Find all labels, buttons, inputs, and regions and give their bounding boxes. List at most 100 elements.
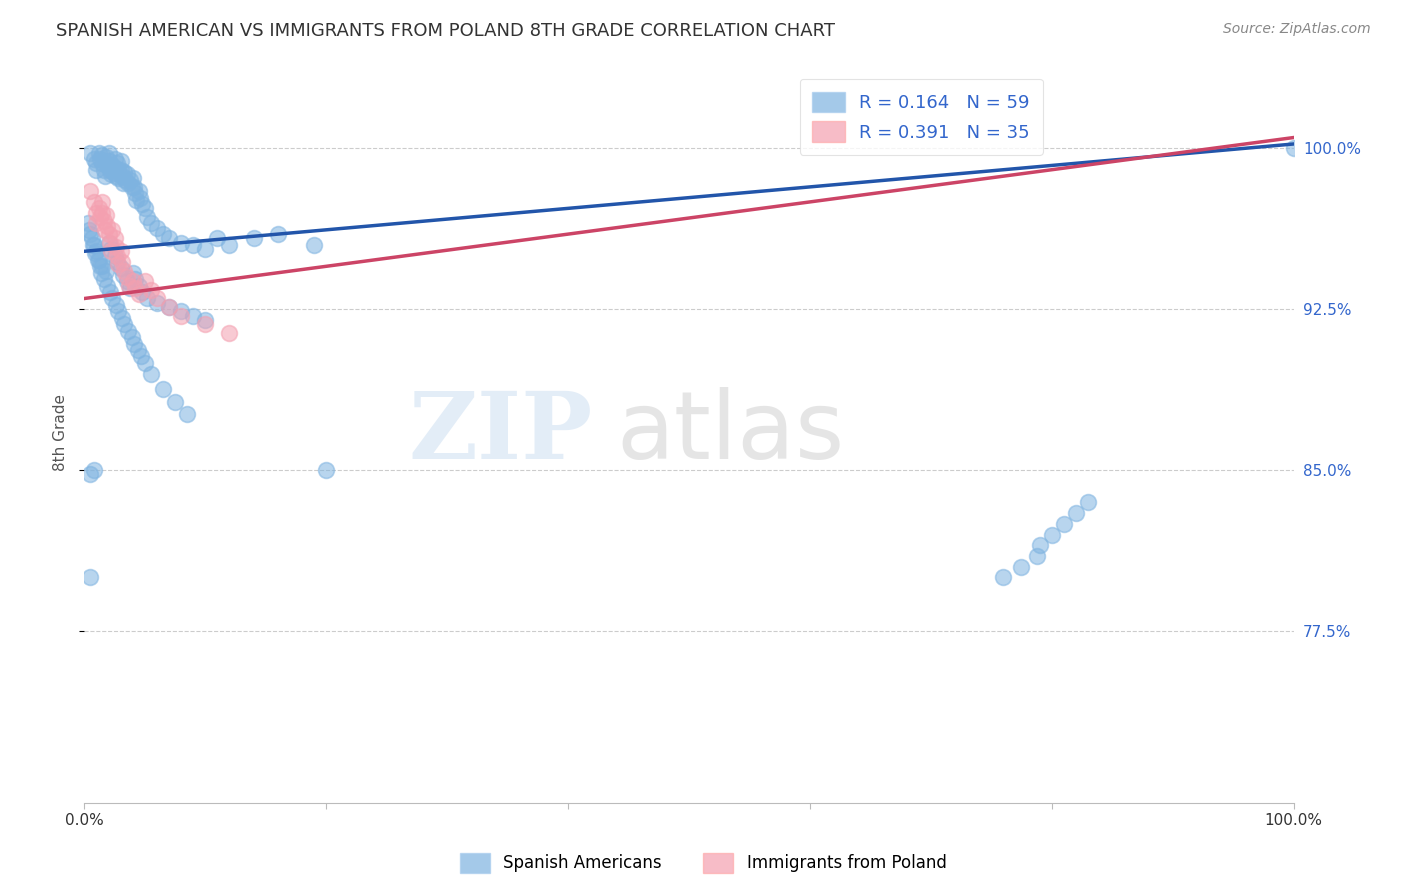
Point — [83, 194, 105, 209]
Point — [104, 249, 127, 263]
Point — [112, 268, 135, 282]
Point — [114, 173, 136, 187]
Text: atlas: atlas — [616, 386, 845, 479]
Point — [1026, 549, 1049, 563]
Point — [128, 278, 150, 293]
Point — [112, 176, 135, 190]
Point — [97, 227, 120, 241]
Point — [122, 180, 145, 194]
Point — [107, 171, 129, 186]
Point — [117, 176, 139, 190]
Point — [170, 235, 193, 250]
Point — [124, 281, 146, 295]
Point — [128, 287, 150, 301]
Point — [101, 158, 124, 172]
Point — [134, 202, 156, 216]
Point — [96, 278, 118, 293]
Point — [112, 318, 135, 332]
Point — [129, 191, 152, 205]
Point — [94, 223, 117, 237]
Point — [157, 231, 180, 245]
Point — [105, 249, 128, 263]
Point — [115, 167, 138, 181]
Point — [1282, 141, 1305, 155]
Point — [993, 570, 1015, 584]
Point — [103, 165, 125, 179]
Point — [1053, 516, 1076, 531]
Point — [87, 145, 110, 160]
Point — [94, 150, 117, 164]
Legend: R = 0.164   N = 59, R = 0.391   N = 35: R = 0.164 N = 59, R = 0.391 N = 35 — [800, 78, 1043, 155]
Point — [136, 210, 159, 224]
Point — [176, 408, 198, 422]
Point — [146, 292, 169, 306]
Point — [97, 145, 120, 160]
Point — [194, 318, 217, 332]
Point — [129, 350, 152, 364]
Point — [101, 223, 124, 237]
Point — [157, 300, 180, 314]
Point — [91, 156, 114, 170]
Point — [157, 300, 180, 314]
Point — [218, 326, 240, 340]
Point — [110, 261, 132, 276]
Point — [115, 274, 138, 288]
Point — [124, 186, 146, 201]
Point — [146, 295, 169, 310]
Point — [181, 237, 204, 252]
Point — [93, 214, 115, 228]
Point — [79, 184, 101, 198]
Point — [111, 310, 134, 325]
Point — [181, 309, 204, 323]
Point — [86, 205, 108, 219]
Point — [105, 156, 128, 170]
Point — [87, 252, 110, 267]
Point — [94, 263, 117, 277]
Point — [121, 171, 143, 186]
Text: SPANISH AMERICAN VS IMMIGRANTS FROM POLAND 8TH GRADE CORRELATION CHART: SPANISH AMERICAN VS IMMIGRANTS FROM POLA… — [56, 22, 835, 40]
Text: ZIP: ZIP — [408, 388, 592, 477]
Point — [124, 272, 146, 286]
Point — [79, 467, 101, 482]
Point — [118, 278, 141, 293]
Point — [1028, 538, 1050, 552]
Point — [121, 266, 143, 280]
Point — [89, 260, 111, 274]
Point — [97, 154, 120, 169]
Point — [1040, 527, 1063, 541]
Point — [93, 272, 115, 286]
Point — [77, 223, 100, 237]
Point — [111, 255, 134, 269]
Point — [152, 227, 174, 241]
Point — [79, 227, 101, 241]
Point — [107, 162, 129, 177]
Point — [98, 162, 121, 177]
Point — [107, 257, 129, 271]
Point — [104, 240, 127, 254]
Point — [86, 162, 108, 177]
Point — [194, 242, 217, 256]
Point — [100, 167, 122, 181]
Point — [93, 162, 115, 177]
Point — [84, 246, 107, 260]
Point — [125, 193, 148, 207]
Point — [100, 244, 122, 259]
Point — [110, 154, 132, 169]
Point — [89, 152, 111, 166]
Point — [104, 169, 127, 184]
Point — [120, 173, 142, 187]
Point — [139, 283, 162, 297]
Point — [111, 169, 134, 184]
Point — [97, 235, 120, 250]
Point — [90, 266, 112, 280]
Point — [83, 463, 105, 477]
Point — [1077, 495, 1099, 509]
Point — [87, 202, 110, 216]
Point — [139, 367, 162, 381]
Point — [104, 298, 127, 312]
Point — [100, 242, 122, 256]
Point — [80, 231, 103, 245]
Point — [121, 180, 143, 194]
Point — [77, 216, 100, 230]
Point — [131, 285, 153, 299]
